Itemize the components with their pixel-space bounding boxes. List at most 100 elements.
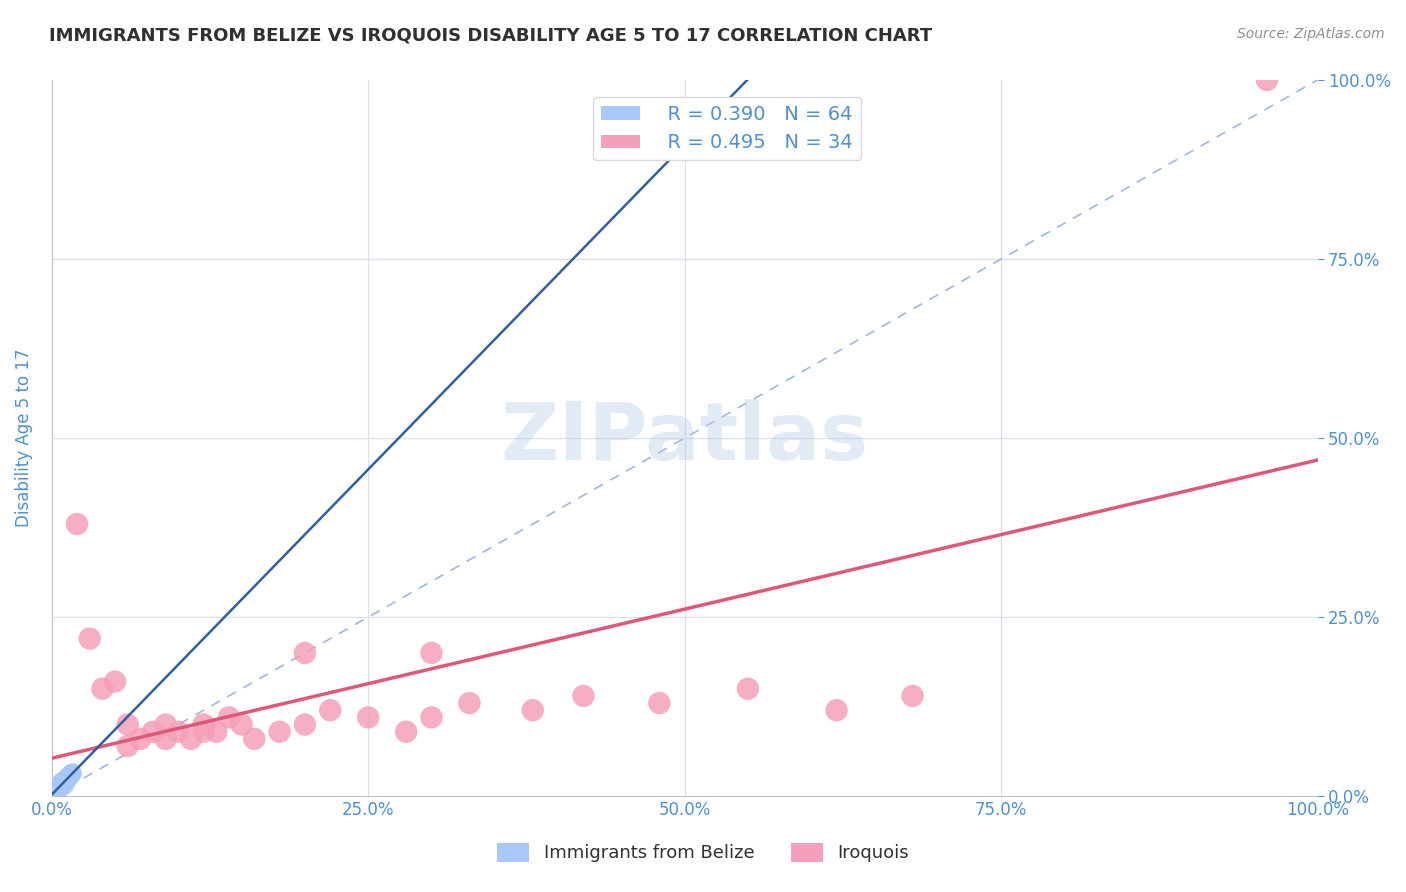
Point [357, 710, 380, 724]
Point [52, 776, 75, 790]
Point [55, 773, 77, 788]
Point [155, 731, 177, 746]
Point [48, 779, 70, 793]
Point [117, 717, 139, 731]
Point [60, 766, 83, 780]
Point [48, 780, 70, 795]
Point [44, 785, 66, 799]
Point [104, 674, 127, 689]
Point [45, 783, 67, 797]
Point [58, 769, 80, 783]
Point [193, 717, 215, 731]
Point [167, 724, 190, 739]
Point [458, 696, 481, 710]
Point [48, 780, 70, 795]
Point [44, 785, 66, 799]
Point [46, 780, 69, 795]
Point [45, 783, 67, 797]
Point [49, 778, 72, 792]
Point [395, 724, 418, 739]
Point [49, 779, 72, 793]
Point [52, 776, 75, 790]
Point [420, 710, 443, 724]
Point [155, 717, 177, 731]
Point [56, 772, 79, 786]
Point [48, 779, 70, 793]
Point [66, 516, 89, 531]
Text: ZIPatlas: ZIPatlas [501, 399, 869, 477]
Point [59, 767, 82, 781]
Point [129, 731, 152, 746]
Point [46, 782, 69, 797]
Point [205, 724, 228, 739]
Point [243, 731, 266, 746]
Point [46, 782, 69, 797]
Point [45, 783, 67, 797]
Point [59, 767, 82, 781]
Point [49, 778, 72, 792]
Point [1256, 73, 1278, 87]
Point [52, 776, 75, 790]
Point [55, 773, 77, 788]
Point [45, 782, 67, 797]
Point [48, 780, 70, 795]
Point [51, 778, 73, 792]
Point [51, 778, 73, 792]
Point [52, 776, 75, 790]
Point [45, 782, 67, 797]
Point [56, 771, 79, 785]
Legend:   R = 0.390   N = 64,   R = 0.495   N = 34: R = 0.390 N = 64, R = 0.495 N = 34 [593, 97, 860, 161]
Point [49, 778, 72, 792]
Point [79, 632, 101, 646]
Point [45, 783, 67, 797]
Point [58, 769, 80, 783]
Point [58, 769, 80, 783]
Point [319, 703, 342, 717]
Point [53, 774, 76, 789]
Y-axis label: Disability Age 5 to 17: Disability Age 5 to 17 [15, 349, 32, 527]
Point [142, 724, 165, 739]
Point [58, 771, 80, 785]
Point [825, 703, 848, 717]
Point [420, 646, 443, 660]
Point [53, 779, 76, 793]
Point [44, 785, 66, 799]
Point [58, 771, 80, 785]
Point [53, 774, 76, 789]
Point [52, 776, 75, 790]
Point [218, 710, 240, 724]
Point [45, 783, 67, 797]
Point [55, 773, 77, 788]
Point [294, 646, 316, 660]
Point [193, 724, 215, 739]
Point [56, 772, 79, 786]
Point [572, 689, 595, 703]
Point [51, 778, 73, 792]
Point [522, 703, 544, 717]
Point [56, 772, 79, 786]
Point [49, 779, 72, 793]
Point [56, 772, 79, 786]
Point [231, 717, 253, 731]
Point [46, 782, 69, 797]
Point [91, 681, 114, 696]
Point [294, 717, 316, 731]
Point [45, 782, 67, 797]
Point [55, 773, 77, 788]
Text: Source: ZipAtlas.com: Source: ZipAtlas.com [1237, 27, 1385, 41]
Point [44, 785, 66, 799]
Point [648, 696, 671, 710]
Point [269, 724, 291, 739]
Point [180, 731, 202, 746]
Point [737, 681, 759, 696]
Point [45, 782, 67, 797]
Point [53, 774, 76, 789]
Point [117, 739, 139, 753]
Legend: Immigrants from Belize, Iroquois: Immigrants from Belize, Iroquois [489, 836, 917, 870]
Point [51, 774, 73, 789]
Point [45, 782, 67, 797]
Text: IMMIGRANTS FROM BELIZE VS IROQUOIS DISABILITY AGE 5 TO 17 CORRELATION CHART: IMMIGRANTS FROM BELIZE VS IROQUOIS DISAB… [49, 27, 932, 45]
Point [51, 778, 73, 792]
Point [60, 766, 83, 780]
Point [58, 771, 80, 785]
